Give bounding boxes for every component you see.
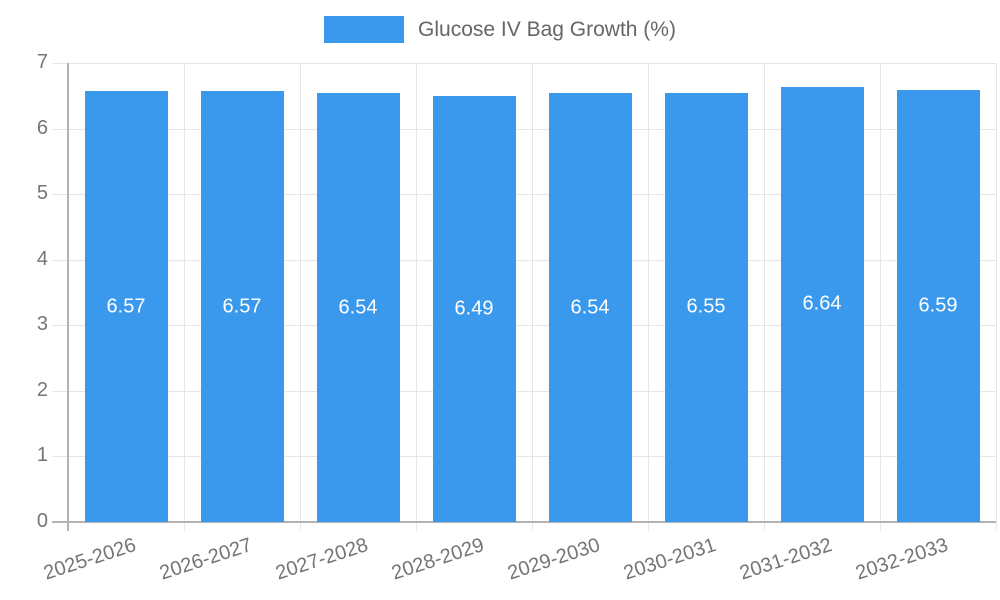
y-tick-label: 5 [36,182,48,205]
bar-value-label: 6.64 [802,292,842,315]
x-tick-mark [880,522,881,531]
y-tick-label: 2 [36,378,48,401]
y-tick-mark [52,194,68,196]
x-gridline [300,63,301,522]
bar [548,93,632,522]
y-tick-label: 6 [36,116,48,139]
y-tick-mark [52,390,68,392]
bar-value-label: 6.49 [454,297,494,320]
bar [432,96,516,522]
y-tick-label: 4 [36,247,48,270]
x-tick-mark [416,522,417,531]
y-tick-label: 0 [36,510,48,533]
legend-swatch [324,16,405,43]
bar-value-label: 6.59 [918,294,958,317]
x-tick-mark [300,522,301,531]
bar-value-label: 6.57 [222,295,262,318]
bar [200,91,284,522]
bar [316,93,400,522]
x-gridline [416,63,417,522]
y-tick-label: 1 [36,444,48,467]
bar [896,89,980,522]
x-tick-mark [648,522,649,531]
bar-value-label: 6.55 [686,295,726,318]
x-axis-line [52,521,996,523]
chart-legend[interactable]: Glucose IV Bag Growth (%) [0,16,1000,43]
y-tick-label: 3 [36,313,48,336]
x-gridline [648,63,649,522]
bar-value-label: 6.57 [106,295,146,318]
y-axis-line [67,63,69,531]
x-gridline [996,63,997,522]
x-gridline [184,63,185,522]
y-tick-mark [52,456,68,458]
bar [84,91,168,522]
y-tick-label: 7 [36,51,48,74]
y-tick-mark [52,325,68,327]
x-gridline [764,63,765,522]
y-tick-mark [52,259,68,261]
bar [664,92,748,522]
x-tick-mark [996,522,997,531]
legend-label: Glucose IV Bag Growth (%) [418,18,676,41]
x-tick-mark [764,522,765,531]
y-tick-mark [52,128,68,130]
x-gridline [532,63,533,522]
x-tick-mark [532,522,533,531]
bar-value-label: 6.54 [570,296,610,319]
y-tick-mark [52,63,68,64]
x-tick-mark [184,522,185,531]
x-gridline [880,63,881,522]
bar [780,86,864,522]
bar-value-label: 6.54 [338,296,378,319]
